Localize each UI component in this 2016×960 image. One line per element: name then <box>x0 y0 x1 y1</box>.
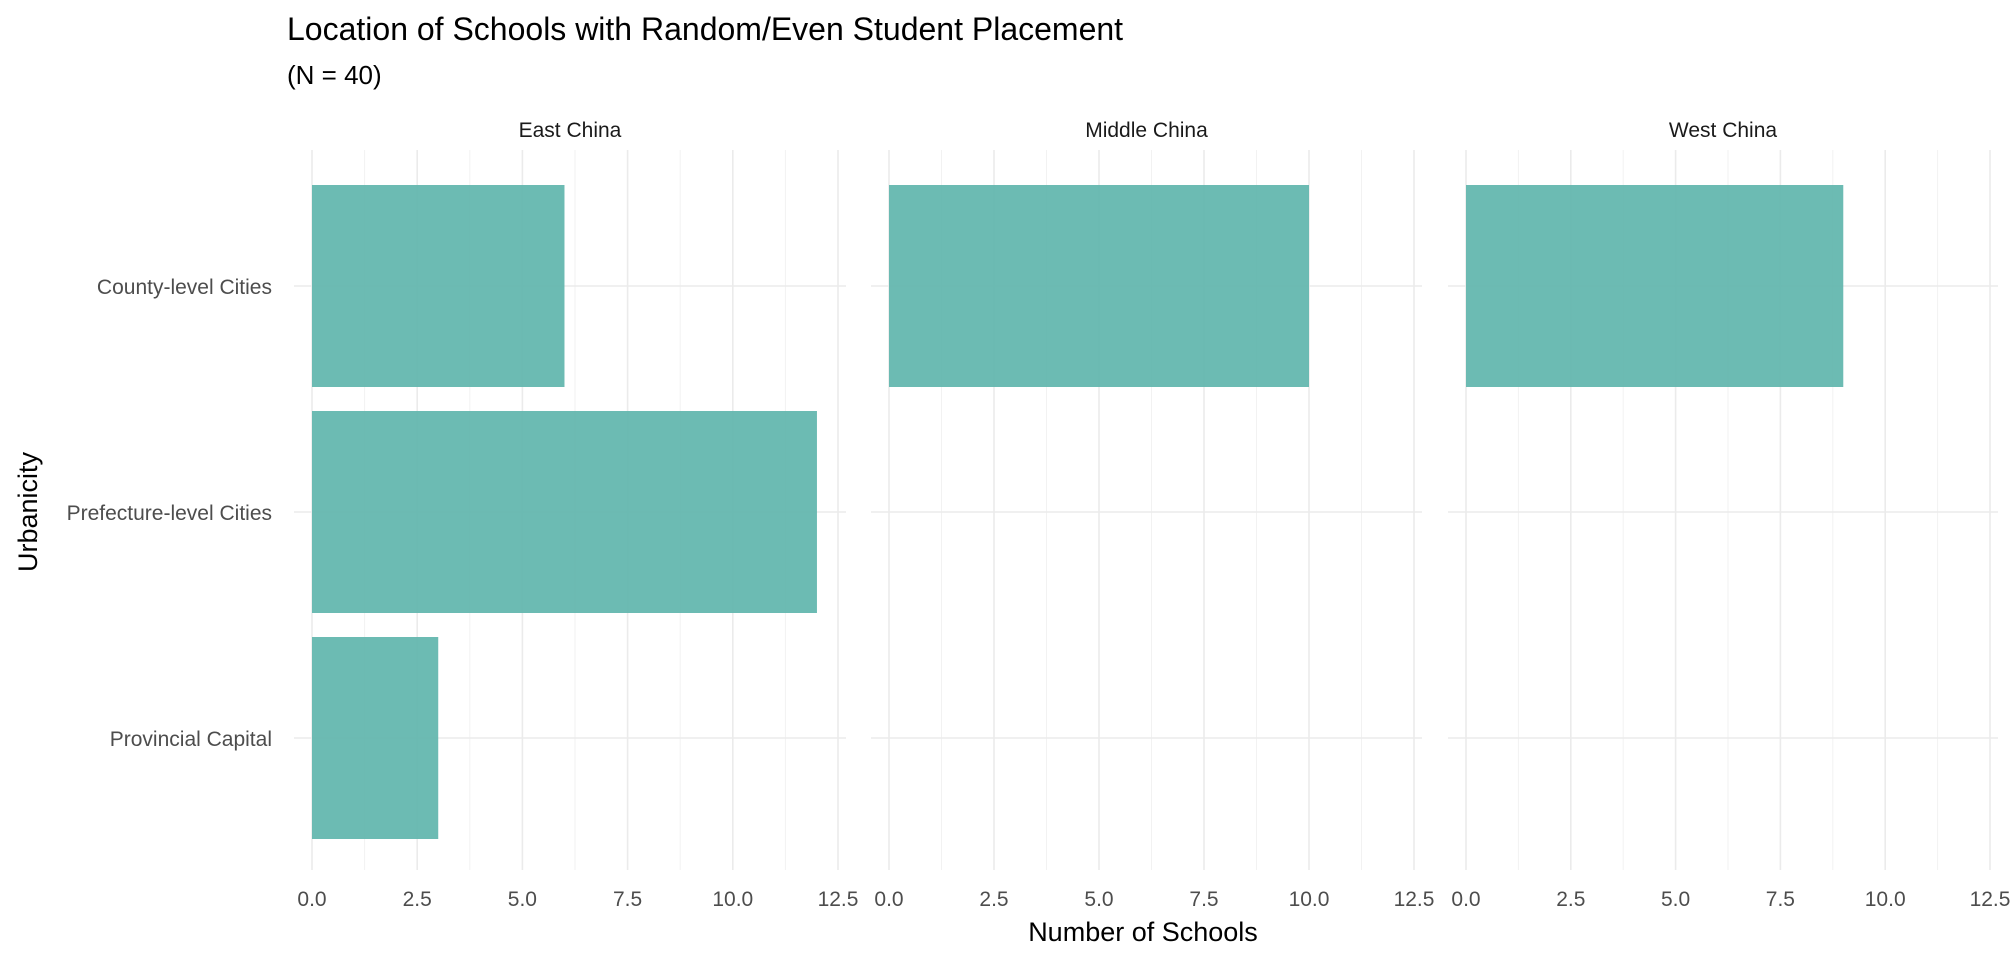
x-tick-label: 10.0 <box>712 888 753 911</box>
x-tick-label: 10.0 <box>1289 888 1330 911</box>
x-tick-label: 0.0 <box>1451 888 1480 911</box>
x-tick-label: 12.5 <box>1970 888 2011 911</box>
chart-title: Location of Schools with Random/Even Stu… <box>287 11 1123 47</box>
x-tick-label: 7.5 <box>1766 888 1795 911</box>
x-tick-label: 5.0 <box>1084 888 1113 911</box>
bar <box>312 185 565 387</box>
x-tick-label: 12.5 <box>818 888 859 911</box>
facet-label: Middle China <box>1085 119 1208 142</box>
x-tick-label: 7.5 <box>1189 888 1218 911</box>
x-tick-label: 2.5 <box>1556 888 1585 911</box>
y-tick-label: Prefecture-level Cities <box>67 502 272 525</box>
x-tick-label: 2.5 <box>403 888 432 911</box>
facet-label: East China <box>519 119 622 142</box>
bar <box>312 411 817 613</box>
x-axis-title: Number of Schools <box>1028 917 1258 947</box>
x-tick-label: 10.0 <box>1865 888 1906 911</box>
x-tick-label: 12.5 <box>1394 888 1435 911</box>
x-tick-label: 7.5 <box>613 888 642 911</box>
x-tick-label: 5.0 <box>1661 888 1690 911</box>
x-tick-label: 5.0 <box>508 888 537 911</box>
plot-area: East China 0.0 2.5 5.0 7.5 10.0 12.5 Middle Chi… <box>67 119 2011 911</box>
bar <box>1466 185 1844 387</box>
facet-label: West China <box>1669 119 1777 142</box>
bar <box>889 185 1309 387</box>
x-tick-label: 2.5 <box>979 888 1008 911</box>
bar <box>312 637 439 839</box>
x-tick-label: 0.0 <box>297 888 326 911</box>
y-axis-title: Urbanicity <box>13 451 43 572</box>
x-tick-label: 0.0 <box>874 888 903 911</box>
y-tick-label: Provincial Capital <box>110 728 272 751</box>
chart-subtitle: (N = 40) <box>287 60 382 90</box>
y-tick-label: County-level Cities <box>97 276 272 299</box>
